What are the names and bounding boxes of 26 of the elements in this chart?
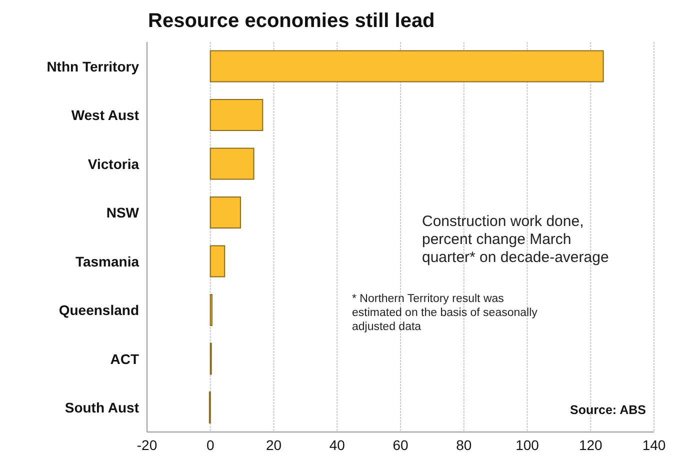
x-tick-label: 60: [392, 436, 408, 453]
y-tick-label: ACT: [110, 350, 140, 367]
annotation: Construction work done, percent change March quarter* on decade-average: [422, 213, 610, 267]
bar: [210, 99, 264, 132]
bar: [210, 196, 241, 229]
y-tick-label: South Aust: [64, 400, 140, 416]
bar: [210, 50, 604, 82]
y-tick-label: Nthn Territory: [46, 58, 140, 74]
x-tick-label: 40: [329, 436, 346, 453]
y-tick-label: Queensland: [58, 302, 139, 318]
bar: [210, 148, 254, 180]
x-tick-label: 120: [578, 436, 603, 453]
y-tick-label: Tasmania: [75, 253, 140, 270]
y-tick-label: West Aust: [71, 107, 140, 124]
y-tick-label: NSW: [106, 204, 140, 221]
x-tick-label: 140: [642, 436, 666, 453]
chart-title: Resource economies still lead: [148, 10, 435, 33]
annotation: Source: ABS: [569, 403, 646, 418]
x-tick-label: 80: [456, 436, 472, 453]
bar: [210, 245, 226, 278]
x-tick-label: 0: [206, 436, 214, 453]
y-tick-label: Victoria: [88, 156, 140, 172]
x-tick-label: 100: [516, 436, 540, 453]
x-tick-label: 20: [266, 436, 282, 453]
x-tick-label: -20: [136, 436, 158, 453]
annotation: * Northern Territory result was estimated on the basis of seasonally adjusted data: [352, 293, 538, 334]
